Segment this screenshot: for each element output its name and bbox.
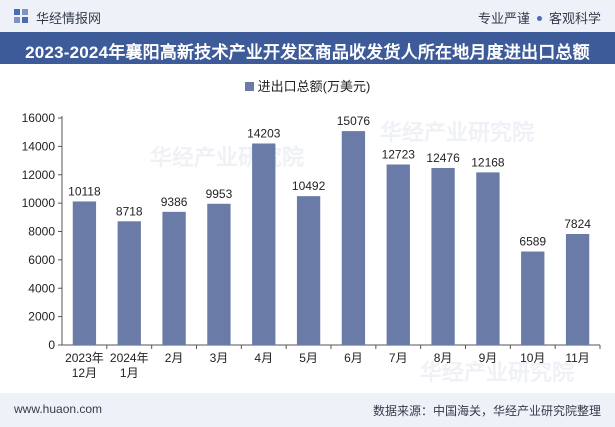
- watermark-2: 华经产业研究院: [380, 120, 535, 145]
- bar: [207, 203, 231, 345]
- bar: [565, 233, 590, 345]
- bar: [386, 164, 410, 345]
- tagline-left: 专业严谨: [477, 11, 530, 26]
- bar-chart: 0 2000 4000 6000 8000 10000 12000 14000 16000 101…: [22, 111, 601, 380]
- x-tick-label: 2月: [165, 351, 184, 365]
- legend-label: 进出口总额(万美元): [257, 79, 371, 94]
- y-tick-label: 8000: [28, 225, 55, 239]
- title-bar: 2023-2024年襄阳高新技术产业开发区商品收发货人所在地月度进出口总额: [0, 32, 615, 64]
- y-tick-label: 4000: [28, 281, 55, 295]
- tagline-right: 客观科学: [548, 11, 601, 26]
- y-tick-label: 10000: [22, 196, 56, 210]
- bar: [72, 201, 97, 345]
- bar-value-label: 6589: [519, 235, 546, 249]
- bar-value-label: 8718: [116, 204, 143, 218]
- bar: [521, 251, 545, 345]
- x-tick-label: 3月: [210, 351, 229, 365]
- bar: [162, 211, 186, 345]
- y-tick-label: 0: [48, 338, 55, 352]
- x-tick-label: 4月: [254, 351, 273, 365]
- bar-value-label: 12723: [382, 147, 416, 161]
- top-bar: 华经情报网 专业严谨 客观科学: [0, 0, 615, 32]
- x-tick-label: 2024年: [110, 351, 149, 365]
- x-tick-label: 8月: [434, 351, 453, 365]
- logo-text: 华经情报网: [36, 11, 102, 26]
- x-tick-label: 10月: [520, 351, 545, 365]
- x-tick-label: 1月: [120, 366, 139, 380]
- x-tick-label: 11月: [565, 351, 589, 365]
- bar-value-label: 14203: [247, 126, 281, 140]
- bar: [431, 167, 455, 345]
- y-tick-label: 6000: [28, 253, 55, 267]
- bar-value-label: 10118: [68, 184, 101, 198]
- x-tick-label: 7月: [389, 351, 408, 365]
- y-tick-label: 14000: [22, 139, 56, 153]
- tagline-dot-icon: [536, 16, 542, 21]
- bar-value-label: 12168: [471, 155, 505, 169]
- bar-value-label: 9386: [161, 195, 188, 209]
- bar-value-label: 10492: [292, 179, 326, 193]
- chart-legend: 进出口总额(万美元): [0, 76, 615, 95]
- bar: [476, 172, 500, 345]
- bar: [296, 196, 321, 345]
- tagline: 专业严谨 客观科学: [478, 8, 601, 27]
- bar-value-label: 15076: [337, 114, 371, 128]
- y-tick-label: 16000: [22, 111, 56, 125]
- y-tick-label: 12000: [22, 168, 56, 182]
- chart-title: 2023-2024年襄阳高新技术产业开发区商品收发货人所在地月度进出口总额: [25, 43, 590, 62]
- watermark-1: 华经产业研究院: [150, 145, 305, 170]
- bar: [117, 221, 141, 345]
- x-tick-label: 6月: [344, 351, 363, 365]
- bar-value-label: 12476: [426, 151, 460, 165]
- data-source: 数据来源：中国海关，华经产业研究院整理: [372, 404, 601, 418]
- x-tick-label: 2023年: [65, 351, 104, 365]
- watermark-3: 华经产业研究院: [420, 360, 575, 385]
- legend-swatch: [244, 82, 254, 91]
- x-tick-label: 9月: [479, 351, 498, 365]
- bar: [252, 143, 276, 345]
- huajing-logo-icon: [14, 9, 28, 23]
- y-tick-label: 2000: [28, 310, 55, 324]
- bar-value-label: 9953: [206, 187, 233, 201]
- bar: [341, 131, 366, 345]
- footer-bar: www.huaon.com 数据来源：中国海关，华经产业研究院整理: [0, 393, 615, 427]
- website-link[interactable]: www.huaon.com: [14, 402, 103, 416]
- x-tick-label: 5月: [299, 351, 318, 365]
- x-tick-label: 12月: [72, 366, 97, 380]
- bar-value-label: 7824: [564, 217, 591, 231]
